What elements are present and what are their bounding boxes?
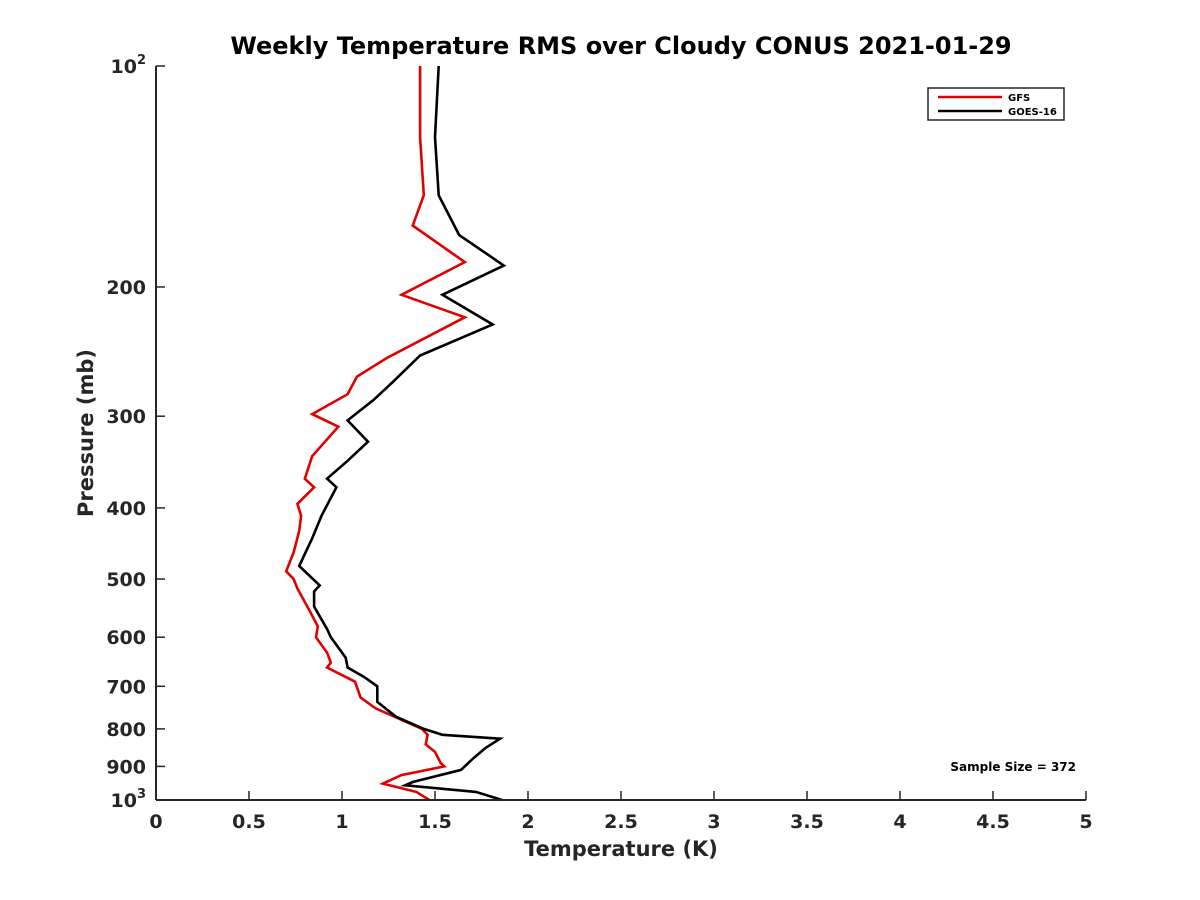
x-tick-label: 4 bbox=[893, 811, 906, 833]
x-tick-label: 1.5 bbox=[418, 811, 452, 833]
legend: GFS GOES-16 bbox=[927, 87, 1065, 121]
x-tick-label: 4.5 bbox=[976, 811, 1010, 833]
y-axis-label: Pressure (mb) bbox=[74, 349, 98, 517]
legend-label: GFS bbox=[1008, 93, 1030, 104]
x-tick-label: 0.5 bbox=[232, 811, 266, 833]
chart-title: Weekly Temperature RMS over Cloudy CONUS… bbox=[230, 32, 1011, 60]
y-tick-label: 300 bbox=[106, 406, 146, 428]
x-tick-label: 3.5 bbox=[790, 811, 824, 833]
y-tick-label: 500 bbox=[106, 569, 146, 591]
series-layer bbox=[284, 65, 507, 802]
y-tick-label: 700 bbox=[106, 676, 146, 698]
y-tick-label: 200 bbox=[106, 277, 146, 299]
x-tick-label: 1 bbox=[335, 811, 348, 833]
y-tick-label: 600 bbox=[106, 627, 146, 649]
x-tick-label: 0 bbox=[149, 811, 162, 833]
x-ticks: 0 0.5 1 1.5 2 2.5 3 3.5 4 4.5 5 bbox=[149, 791, 1093, 833]
x-tick-label: 3 bbox=[707, 811, 720, 833]
y-tick-label: 400 bbox=[106, 498, 146, 520]
y-tick-label: 900 bbox=[106, 756, 146, 778]
legend-box bbox=[927, 87, 1065, 121]
series-line-goes-16 bbox=[297, 65, 507, 802]
x-tick-label: 2.5 bbox=[604, 811, 638, 833]
sample-size-annotation: Sample Size = 372 bbox=[950, 760, 1076, 774]
legend-label: GOES-16 bbox=[1008, 107, 1057, 118]
series-line-gfs bbox=[284, 66, 469, 802]
y-ticks: 102 200 300 400 500 600 700 800 900 103 bbox=[106, 53, 165, 812]
y-tick-label: 103 bbox=[111, 787, 147, 812]
x-axis-label: Temperature (K) bbox=[524, 837, 718, 861]
y-tick-label: 102 bbox=[111, 53, 147, 78]
x-tick-label: 2 bbox=[521, 811, 534, 833]
x-tick-label: 5 bbox=[1079, 811, 1092, 833]
y-tick-label: 800 bbox=[106, 719, 146, 741]
